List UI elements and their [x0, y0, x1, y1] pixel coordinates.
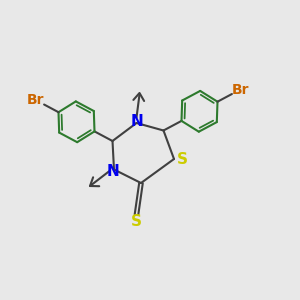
Text: N: N	[106, 164, 119, 178]
Text: S: S	[131, 214, 142, 229]
Text: Br: Br	[232, 82, 249, 97]
Text: S: S	[177, 152, 188, 166]
Text: Br: Br	[27, 93, 44, 107]
Text: N: N	[130, 114, 143, 129]
